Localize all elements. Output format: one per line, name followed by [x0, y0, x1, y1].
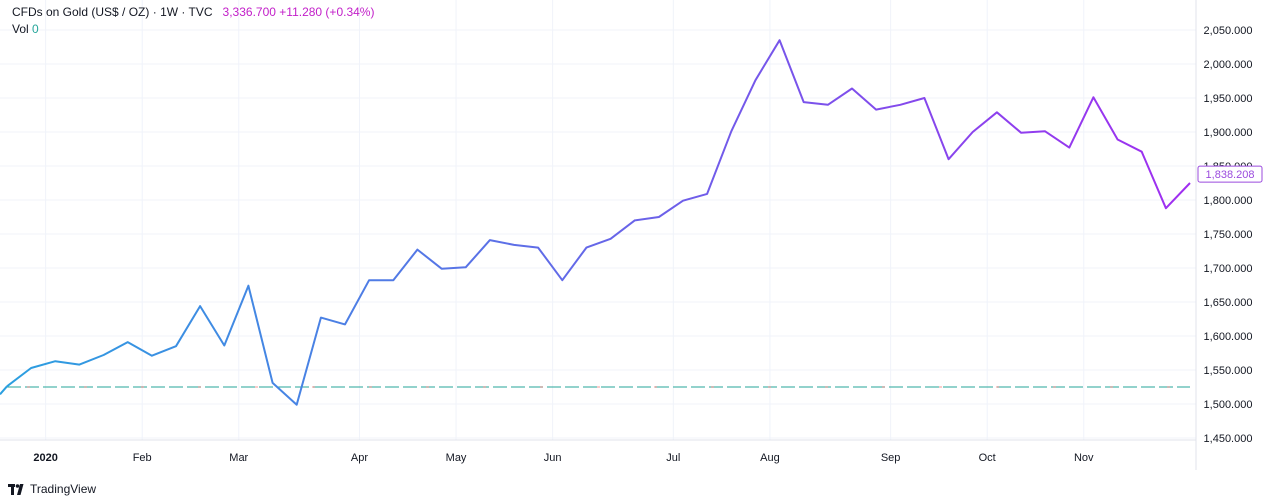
volume-label[interactable]: Vol [12, 22, 29, 36]
legend-separator: · [181, 5, 189, 19]
y-tick-label: 1,600.000 [1204, 331, 1253, 343]
last-price: 3,336.700 [222, 5, 276, 19]
y-tick-label: 1,500.000 [1204, 399, 1253, 411]
tradingview-logo-icon [8, 483, 24, 495]
y-tick-label: 1,750.000 [1204, 229, 1253, 241]
x-tick-label: Oct [979, 452, 996, 464]
x-tick-label: 2020 [33, 452, 57, 464]
x-tick-label: May [446, 452, 467, 464]
y-tick-label: 1,450.000 [1204, 433, 1253, 445]
price-line [6, 39, 1191, 406]
price-change: +11.280 (+0.34%) [279, 5, 375, 19]
chart-legend: CFDs on Gold (US$ / OZ) · 1W · TVC 3,336… [12, 4, 374, 38]
last-price-tag-box [1197, 165, 1263, 183]
y-tick-label: 1,900.000 [1204, 127, 1253, 139]
legend-separator: · [152, 5, 161, 19]
x-tick-label: Feb [133, 452, 152, 464]
interval-label[interactable]: 1W [160, 5, 179, 19]
y-tick-label: 1,650.000 [1204, 297, 1253, 309]
volume-value: 0 [32, 22, 39, 36]
y-tick-label: 1,950.000 [1204, 93, 1253, 105]
y-tick-label: 2,000.000 [1204, 59, 1253, 71]
y-tick-label: 1,800.000 [1204, 195, 1253, 207]
exchange-label: TVC [188, 5, 213, 19]
x-tick-label: Mar [229, 452, 248, 464]
last-price-tag: 1,838.208 [1197, 165, 1263, 183]
symbol-name[interactable]: CFDs on Gold (US$ / OZ) [12, 5, 150, 19]
brand-name: TradingView [30, 482, 97, 496]
price-line-lead [0, 385, 8, 395]
chart-grid [0, 0, 1196, 440]
y-tick-label: 1,550.000 [1204, 365, 1253, 377]
y-tick-label: 1,700.000 [1204, 263, 1253, 275]
y-tick-label: 2,050.000 [1204, 25, 1253, 37]
price-series [0, 39, 1191, 406]
tradingview-brand[interactable]: TradingView [8, 482, 96, 496]
price-axis[interactable]: 1,450.000 1,500.000 1,550.000 1,600.000 1,65… [1204, 25, 1253, 445]
last-price-tag-label: 1,838.208 [1206, 169, 1255, 181]
x-tick-label: Apr [351, 452, 368, 464]
x-tick-label: Jun [544, 452, 562, 464]
x-tick-label: Aug [760, 452, 780, 464]
time-axis[interactable]: 2020 Feb Mar Apr May Jun Jul Aug Sep Oct Nov [33, 452, 1094, 464]
x-tick-label: Nov [1074, 452, 1094, 464]
x-tick-label: Jul [666, 452, 680, 464]
x-tick-label: Sep [881, 452, 901, 464]
